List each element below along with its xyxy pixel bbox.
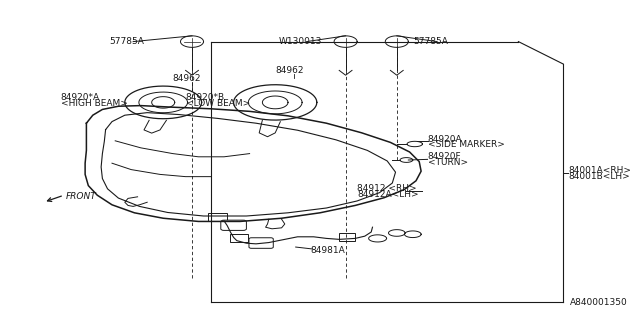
Text: 84912A<LH>: 84912A<LH> xyxy=(357,190,419,199)
FancyBboxPatch shape xyxy=(221,220,246,230)
Text: FRONT: FRONT xyxy=(65,192,96,201)
Text: 84920F: 84920F xyxy=(428,152,461,161)
FancyBboxPatch shape xyxy=(249,238,273,248)
Text: 84962: 84962 xyxy=(173,74,202,83)
Text: 84920*A: 84920*A xyxy=(61,93,100,102)
Text: <TURN>: <TURN> xyxy=(428,158,468,167)
Text: <LOW BEAM>: <LOW BEAM> xyxy=(186,100,250,108)
Text: 84920*B: 84920*B xyxy=(186,93,225,102)
Bar xyxy=(339,233,355,241)
Text: W130013: W130013 xyxy=(278,37,322,46)
Text: 84912 <RH>: 84912 <RH> xyxy=(357,184,417,193)
Text: <SIDE MARKER>: <SIDE MARKER> xyxy=(428,140,504,149)
Text: 57785A: 57785A xyxy=(109,37,143,46)
Text: 84001A<RH>: 84001A<RH> xyxy=(568,166,631,175)
Text: 84981A: 84981A xyxy=(310,246,345,255)
Text: 84001B<LH>: 84001B<LH> xyxy=(568,172,630,181)
Text: 57785A: 57785A xyxy=(413,37,447,46)
Bar xyxy=(208,213,227,221)
Text: 84920A: 84920A xyxy=(428,135,462,144)
Text: A840001350: A840001350 xyxy=(570,298,627,307)
Bar xyxy=(230,234,248,242)
Text: <HIGH BEAM>: <HIGH BEAM> xyxy=(61,100,127,108)
Text: 84962: 84962 xyxy=(275,66,304,75)
